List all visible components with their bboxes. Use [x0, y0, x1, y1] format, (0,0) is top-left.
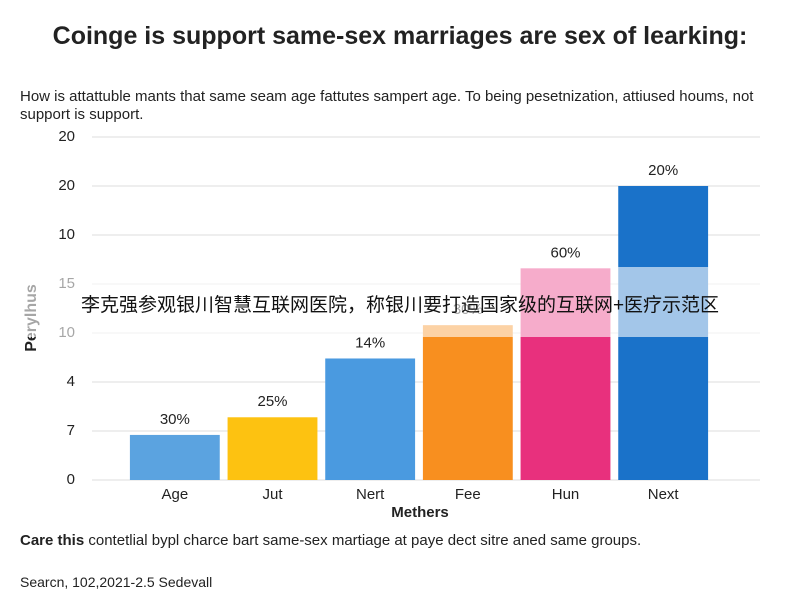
y-tick-label: 10 [58, 226, 75, 243]
note-bold: Care this [20, 532, 85, 549]
y-tick-label: 20 [58, 177, 75, 194]
bar-annotation: 30% [160, 411, 190, 428]
x-axis-label: Methers [391, 504, 449, 521]
bar [129, 434, 220, 480]
y-tick-label: 4 [67, 373, 75, 390]
bar-annotation: 14% [355, 334, 385, 351]
bar-annotation: 25% [257, 393, 287, 410]
y-tick-label: 0 [67, 471, 75, 488]
note-text: contetlial bypl charce bart same-sex mar… [88, 532, 642, 549]
x-tick-label: Fee [455, 486, 481, 503]
chart-title: Coinge is support same-sex marriages are… [52, 22, 748, 50]
x-tick-label: Next [648, 486, 680, 503]
bar-annotation: 60% [550, 244, 580, 261]
x-tick-label: Jut [262, 486, 283, 503]
x-tick-label: Nert [356, 486, 385, 503]
bar [325, 358, 416, 480]
y-tick-label: 7 [67, 422, 75, 439]
bar [227, 417, 318, 480]
source: Searcn, 102,2021-2.5 Sedevall [20, 574, 213, 590]
subtitle: How is attattuble mants that same seam a… [20, 88, 754, 123]
note: Care this contetlial bypl charce bart sa… [20, 532, 760, 550]
x-tick-label: Hun [552, 486, 580, 503]
x-tick-label: Age [161, 486, 188, 503]
overlay-text: 李克强参观银川智慧互联网医院，称银川要打造国家级的互联网+医疗示范区 [80, 295, 720, 316]
overlay-band [0, 267, 800, 337]
bar [422, 325, 513, 480]
bar-annotation: 20% [648, 162, 678, 179]
y-tick-label: 20 [58, 128, 75, 145]
